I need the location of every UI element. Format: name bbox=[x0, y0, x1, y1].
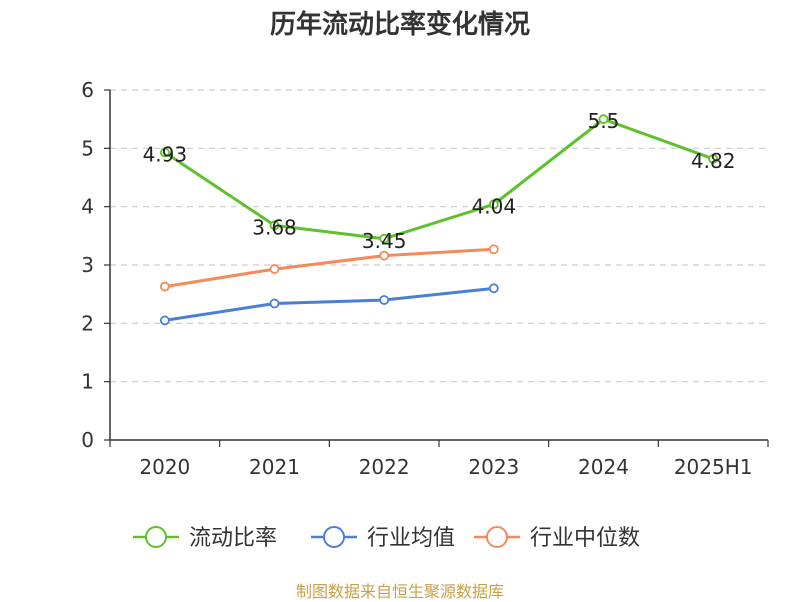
legend-marker bbox=[486, 526, 508, 548]
data-label: 4.82 bbox=[691, 149, 736, 173]
data-point bbox=[159, 147, 170, 158]
y-tick-label: 0 bbox=[81, 428, 94, 452]
data-point bbox=[269, 298, 280, 309]
x-tick-label: 2021 bbox=[249, 455, 300, 479]
data-label: 5.5 bbox=[588, 109, 620, 133]
x-tick-label: 2022 bbox=[359, 455, 410, 479]
legend-marker bbox=[145, 526, 167, 548]
chart-title: 历年流动比率变化情况 bbox=[269, 10, 530, 40]
data-point bbox=[159, 281, 170, 292]
legend-item: 行业均值 bbox=[311, 526, 455, 551]
legend-item: 行业中位数 bbox=[474, 526, 640, 551]
legend-label: 行业中位数 bbox=[530, 526, 640, 551]
data-point bbox=[379, 233, 390, 244]
y-tick-label: 5 bbox=[81, 136, 94, 160]
y-tick-label: 1 bbox=[81, 370, 94, 394]
legend-label: 流动比率 bbox=[189, 526, 277, 551]
data-point bbox=[379, 295, 390, 305]
series-line bbox=[164, 117, 714, 241]
data-point bbox=[269, 220, 280, 231]
data-point bbox=[379, 250, 390, 261]
y-tick-label: 2 bbox=[81, 311, 94, 335]
data-label: 4.93 bbox=[143, 142, 188, 166]
series-line bbox=[164, 247, 494, 289]
legend-item: 流动比率 bbox=[133, 526, 277, 551]
data-point bbox=[488, 199, 499, 210]
data-point bbox=[488, 283, 499, 294]
data-point bbox=[708, 153, 719, 164]
x-tick-label: 2025H1 bbox=[674, 455, 753, 479]
legend-label: 行业均值 bbox=[367, 526, 455, 551]
x-tick-label: 2023 bbox=[468, 455, 519, 479]
source-note: 制图数据来自恒生聚源数据库 bbox=[295, 582, 504, 601]
y-tick-label: 4 bbox=[81, 195, 94, 219]
y-tick-label: 3 bbox=[81, 253, 94, 277]
x-tick-label: 2020 bbox=[139, 455, 190, 479]
x-tick-label: 2024 bbox=[578, 455, 629, 479]
series-line bbox=[164, 286, 494, 322]
data-point bbox=[159, 315, 170, 326]
data-label: 4.04 bbox=[472, 194, 517, 218]
data-point bbox=[269, 264, 280, 274]
data-point bbox=[598, 114, 609, 125]
legend-marker bbox=[323, 526, 345, 548]
data-label: 3.45 bbox=[362, 229, 407, 253]
data-label: 3.68 bbox=[252, 215, 297, 239]
data-point bbox=[488, 244, 499, 255]
y-tick-label: 6 bbox=[81, 78, 94, 102]
